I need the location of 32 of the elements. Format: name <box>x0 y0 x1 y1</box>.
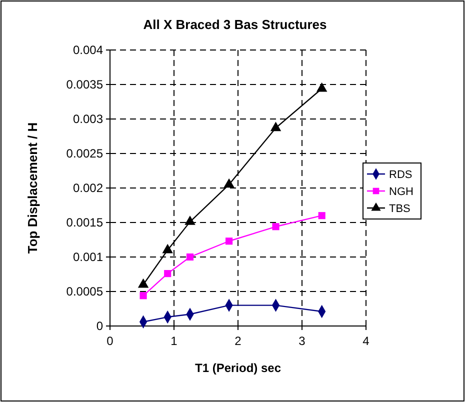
legend-label: NGH <box>389 186 414 198</box>
y-tick-label: 0.003 <box>72 112 104 126</box>
x-tick-label: 0 <box>106 334 114 348</box>
y-tick-label: 0.0015 <box>66 216 104 230</box>
y-tick-label: 0.001 <box>72 250 104 264</box>
x-tick-label: 4 <box>362 334 370 348</box>
legend-label: TBS <box>389 203 410 215</box>
point <box>318 212 326 220</box>
x-tick-label: 2 <box>234 334 242 348</box>
legend-label: RDS <box>389 169 412 181</box>
point <box>270 122 282 132</box>
point <box>224 178 234 188</box>
y-tick-label: 0.002 <box>72 181 104 195</box>
x-tick-label: 3 <box>298 334 306 348</box>
point <box>272 223 280 230</box>
y-axis-title: Top Displacement / H <box>25 122 40 254</box>
point <box>226 238 233 245</box>
point <box>162 244 173 254</box>
point <box>164 270 172 278</box>
x-tick-label: 1 <box>170 334 178 348</box>
x-axis-title: T1 (Period) sec <box>194 361 282 375</box>
y-tick-label: 0 <box>96 319 104 333</box>
y-tick-label: 0.0005 <box>66 284 104 298</box>
chart-title: All X Braced 3 Bas Structures <box>143 17 327 32</box>
y-tick-label: 0.0035 <box>66 78 104 92</box>
y-tick-label: 0.004 <box>72 43 104 57</box>
point <box>316 82 328 92</box>
point <box>184 216 196 225</box>
point <box>138 278 149 288</box>
point <box>186 253 194 261</box>
point <box>140 292 147 300</box>
y-tick-label: 0.0025 <box>66 146 104 160</box>
